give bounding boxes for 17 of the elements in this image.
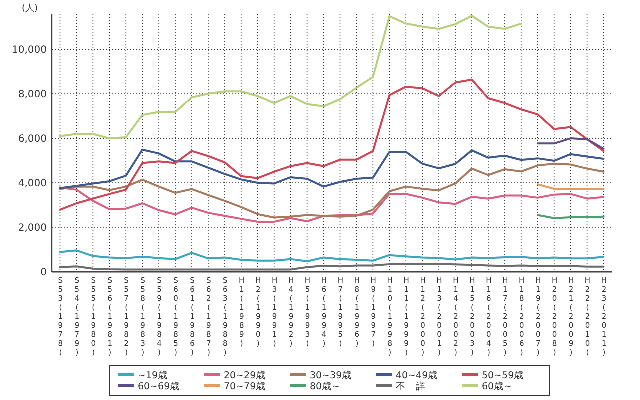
legend-label: 30~39歳 [310,370,352,382]
legend-label: 70~79歳 [224,380,266,392]
legend-label: 50~59歳 [482,370,524,382]
y-tick-label: 4,000 [18,178,47,190]
legend-label: 20~29歳 [224,370,266,382]
legend-label: 80歳~ [310,380,340,392]
legend-label: 60歳~ [482,380,512,392]
y-tick-label: 10,000 [12,45,47,56]
y-tick-label: 8,000 [18,90,47,101]
y-tick-label: 2,000 [18,223,47,234]
legend-label: 60~69歳 [138,380,180,392]
legend-label: ~19歳 [138,370,168,382]
y-tick-label: 0 [40,268,47,278]
legend-label: 40~49歳 [396,370,438,382]
y-axis-title: (人) [22,3,38,14]
legend-label: 不 詳 [396,380,426,392]
y-tick-label: 6,000 [18,134,47,146]
